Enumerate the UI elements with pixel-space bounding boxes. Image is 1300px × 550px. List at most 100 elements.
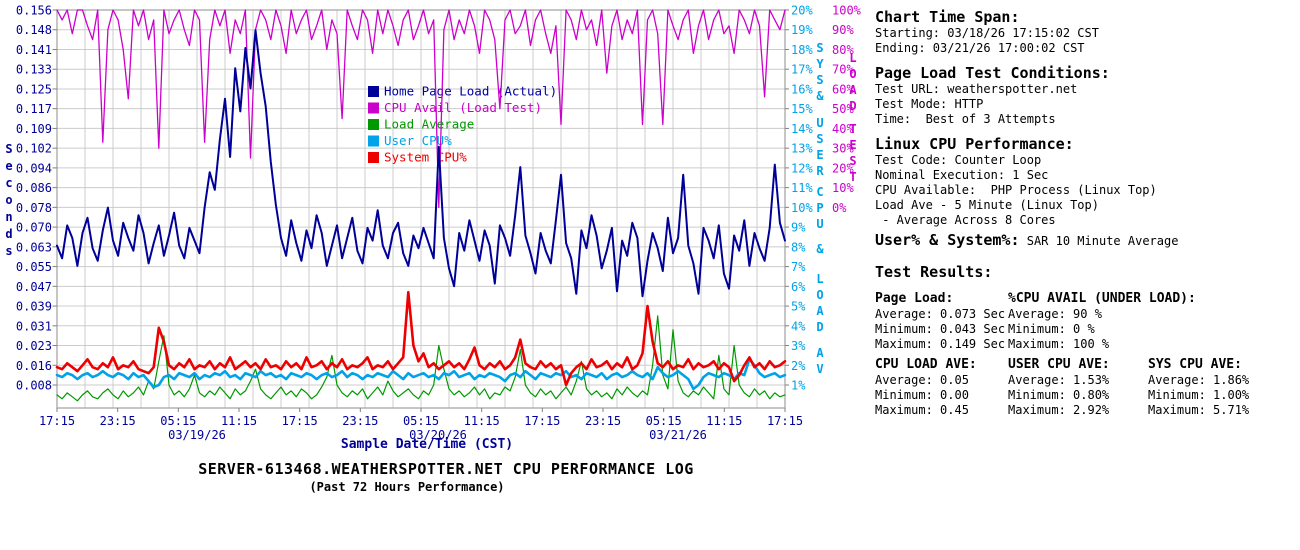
load-tick-label: 100% — [832, 4, 862, 18]
axis-title-letter: S — [816, 132, 823, 146]
legend-swatch — [368, 119, 379, 130]
info-panel: Chart Time Span: Starting: 03/18/26 17:15… — [875, 8, 1297, 418]
series-line-cpu-avail-load-test — [56, 9, 786, 209]
load-tick-label: 60% — [832, 82, 854, 96]
x-tick-label: 05:15 — [646, 414, 682, 428]
y-tick-label: 0.047 — [16, 280, 52, 294]
y-tick-label: 0.117 — [16, 102, 52, 116]
axis-title-letter: A — [816, 304, 824, 318]
axis-title-letter: o — [5, 193, 12, 207]
legend-label: CPU Avail (Load Test) — [384, 100, 542, 115]
y-tick-label: 0.055 — [16, 260, 52, 274]
info-line: Test Mode: HTTP — [875, 97, 984, 111]
series-line-system-cpu — [55, 290, 787, 387]
axis-title-letter: E — [849, 138, 856, 152]
legend-swatch — [368, 86, 379, 97]
load-tick-label: 30% — [832, 142, 854, 156]
axis-title-letter: S — [816, 73, 823, 87]
results-value-line: Maximum: 5.71% — [1148, 403, 1250, 417]
axis-title-letter: e — [5, 159, 12, 173]
load-tick-label: 90% — [832, 23, 854, 37]
x-tick-label: 23:15 — [342, 414, 378, 428]
results-group: %CPU AVAIL (UNDER LOAD): Average: 90 % Min… — [1008, 291, 1196, 352]
y-tick-label: 0.133 — [16, 63, 52, 77]
results-value-line: Minimum: 1.00% — [1148, 388, 1250, 402]
axis-title-letter: C — [816, 185, 823, 199]
axis-title-letter: P — [816, 201, 823, 215]
axis-title-letter: c — [5, 176, 12, 190]
chart-subtitle: (Past 72 Hours Performance) — [309, 480, 505, 494]
axis-title-letter: L — [849, 51, 856, 65]
pct-tick-label: 10% — [791, 201, 813, 215]
load-tick-label: 50% — [832, 102, 854, 116]
pct-tick-label: 14% — [791, 122, 813, 136]
axis-title-letter: S — [816, 41, 823, 55]
load-tick-label: 70% — [832, 63, 854, 77]
x-tick-label: 17:15 — [524, 414, 560, 428]
axis-title-letter: E — [816, 148, 823, 162]
y-tick-label: 0.078 — [16, 201, 52, 215]
y-axis-pct: 20% 19% 18% 17% 16% 15% 14% 13% 12% 11% 10% 9% 8% 7% 6… — [785, 4, 813, 393]
load-tick-label: 0% — [832, 201, 847, 215]
axis-title-letter: A — [816, 346, 824, 360]
results-value-line: Maximum: 2.92% — [1008, 403, 1110, 417]
pct-tick-label: 19% — [791, 23, 813, 37]
y-tick-label: 0.063 — [16, 240, 52, 254]
legend-swatch — [368, 135, 379, 147]
axis-title-letter: T — [849, 122, 856, 136]
axis-title-letter: & — [816, 89, 824, 103]
axis-title-letter: D — [816, 320, 823, 334]
results-value-line: Average: 1.53% — [1008, 373, 1110, 387]
pct-tick-label: 12% — [791, 161, 813, 175]
results-value-line: Maximum: 0.45 — [875, 403, 969, 417]
axis-title-letter: D — [849, 99, 856, 113]
pct-tick-label: 16% — [791, 82, 813, 96]
results-value-line: Maximum: 0.149 Sec — [875, 337, 1006, 351]
y-tick-label: 0.102 — [16, 142, 52, 156]
results-value-line: Average: 0.073 Sec — [875, 307, 1006, 321]
pct-tick-label: 11% — [791, 181, 813, 195]
results-value-line: Average: 90 % — [1008, 307, 1102, 321]
chart-region: 0.156 0.148 0.141 0.133 0.125 0.117 0.109 0.102… — [5, 4, 862, 495]
results-group: CPU LOAD AVE: Average: 0.05 Minimum: 0.00 M… — [875, 357, 1008, 418]
series-line-load-average — [56, 315, 786, 402]
series-line-home-page-load-actual — [56, 29, 786, 298]
section-heading: Chart Time Span: — [875, 8, 1020, 26]
results-group-heading: Page Load: — [875, 291, 954, 306]
results-group: SYS CPU AVE: Average: 1.86% Minimum: 1.00%… — [1148, 357, 1249, 418]
load-tick-label: 20% — [832, 161, 854, 175]
pct-tick-label: 3% — [791, 339, 806, 353]
results-value-line: Minimum: 0.00 — [875, 388, 969, 402]
x-tick-label: 11:15 — [706, 414, 742, 428]
legend-swatch — [368, 152, 379, 163]
pct-tick-label: 8% — [791, 240, 806, 254]
x-tick-label: 11:15 — [464, 414, 500, 428]
x-tick-label: 23:15 — [100, 414, 136, 428]
results-group-heading: USER CPU AVE: — [1008, 357, 1110, 372]
date-label: 03/21/26 — [649, 428, 707, 442]
results-value-line: Minimum: 0.043 Sec — [875, 322, 1006, 336]
legend: Home Page Load (Actual)CPU Avail (Load T… — [368, 84, 557, 165]
axis-title-letter: V — [816, 362, 823, 376]
x-tick-label: 17:15 — [767, 414, 803, 428]
x-tick-label: 17:15 — [282, 414, 318, 428]
results-value-line: Minimum: 0 % — [1008, 322, 1095, 336]
pct-tick-label: 5% — [791, 300, 806, 314]
pct-tick-label: 1% — [791, 379, 806, 393]
date-label: 03/19/26 — [168, 428, 226, 442]
results-value-line: Minimum: 0.80% — [1008, 388, 1110, 402]
legend-label: System CPU% — [384, 150, 467, 165]
legend-swatch — [368, 102, 379, 114]
y-tick-label: 0.125 — [16, 82, 52, 96]
axis-title-letter: n — [5, 210, 12, 224]
y-tick-label: 0.070 — [16, 221, 52, 235]
x-tick-label: 05:15 — [160, 414, 196, 428]
axis-title-letter: R — [816, 164, 824, 178]
y-tick-label: 0.031 — [16, 319, 52, 333]
results-group: Page Load: Average: 0.073 Sec Minimum: 0.0… — [875, 291, 1008, 352]
legend-label: User CPU% — [384, 133, 452, 148]
y-tick-label: 0.141 — [16, 43, 52, 57]
y-tick-label: 0.086 — [16, 181, 52, 195]
